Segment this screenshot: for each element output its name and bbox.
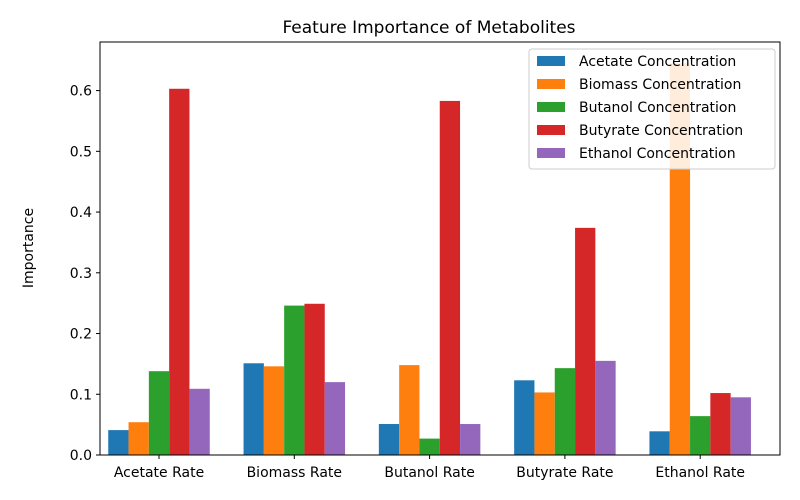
x-tick-label: Acetate Rate: [114, 465, 204, 481]
bar-0-1: [243, 363, 264, 455]
y-tick-label: 0.0: [70, 448, 92, 464]
legend-swatch: [537, 102, 565, 112]
bar-4-3: [595, 360, 616, 455]
legend-swatch: [537, 79, 565, 89]
y-tick-label: 0.3: [70, 266, 92, 282]
bar-3-2: [439, 100, 461, 455]
chart-title: Feature Importance of Metabolites: [282, 18, 575, 38]
bar-2-3: [554, 368, 576, 455]
bar-4-1: [324, 382, 346, 455]
legend-swatch: [537, 148, 565, 158]
bar-1-3: [534, 392, 555, 455]
y-tick-label: 0.5: [70, 144, 92, 160]
bars-group: [108, 63, 751, 456]
bar-2-2: [419, 438, 440, 455]
legend-label: Acetate Concentration: [579, 54, 736, 70]
legend-label: Ethanol Concentration: [579, 146, 736, 162]
y-tick-label: 0.2: [70, 327, 92, 343]
bar-3-4: [710, 393, 731, 455]
y-axis-title: Importance: [21, 208, 37, 288]
legend-box: [528, 48, 776, 170]
legend: Acetate Concentration Biomass Concentrati…: [528, 48, 776, 170]
bar-1-0: [128, 422, 149, 455]
bar-0-2: [378, 424, 400, 455]
x-tick-label: Ethanol Rate: [655, 465, 745, 481]
legend-swatch: [537, 56, 565, 66]
x-tick-label: Butyrate Rate: [516, 465, 613, 481]
bar-3-1: [304, 303, 325, 455]
bar-4-4: [730, 397, 751, 455]
bar-3-3: [575, 227, 596, 455]
bar-4-2: [460, 424, 481, 455]
y-tick-label: 0.1: [70, 387, 92, 403]
bar-2-4: [690, 416, 711, 455]
legend-label: Butyrate Concentration: [579, 123, 743, 139]
x-tick-label: Butanol Rate: [384, 465, 474, 481]
bar-4-0: [189, 388, 210, 455]
y-tick-label: 0.4: [70, 205, 92, 221]
legend-label: Butanol Concentration: [579, 100, 736, 116]
legend-label: Biomass Concentration: [579, 77, 741, 93]
x-axis: Acetate Rate Biomass Rate Butanol Rate Buty…: [114, 455, 745, 481]
bar-0-0: [108, 430, 129, 455]
legend-swatch: [537, 125, 565, 135]
bar-1-2: [399, 365, 420, 455]
x-tick-label: Biomass Rate: [247, 465, 342, 481]
bar-2-1: [284, 305, 305, 455]
y-tick-label: 0.6: [70, 84, 92, 100]
bar-1-1: [263, 366, 285, 455]
y-axis: 0.0 0.1 0.2 0.3 0.4 0.5 0.6: [70, 84, 100, 464]
bar-3-0: [169, 88, 190, 456]
bar-2-0: [148, 371, 170, 455]
plot-frame: [99, 41, 781, 456]
bar-0-3: [514, 380, 535, 455]
bar-0-4: [649, 431, 670, 455]
